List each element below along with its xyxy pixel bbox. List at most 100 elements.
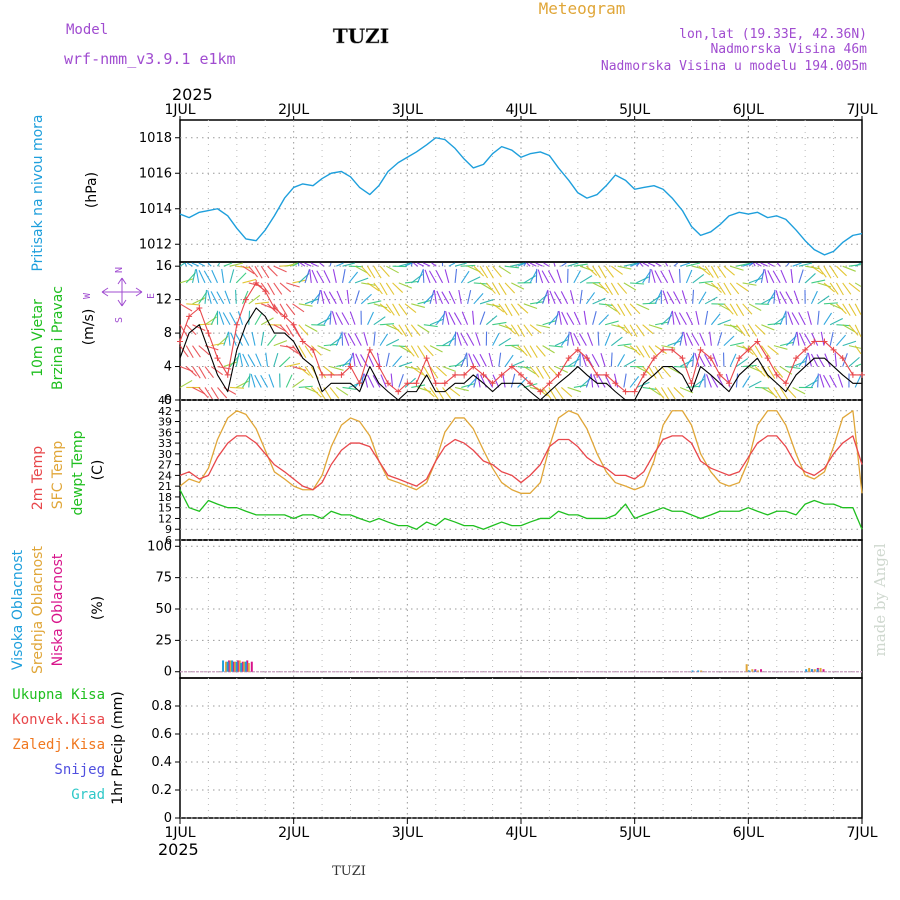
wind-arrow (210, 291, 218, 305)
wind-gust-marker (385, 380, 392, 387)
wind-arrow (472, 310, 475, 325)
wind-arrow (805, 265, 820, 270)
wind-arrow (723, 282, 732, 296)
wind-arrow (310, 387, 322, 398)
wind-arrow (623, 359, 637, 368)
wind-arrow (367, 353, 375, 367)
wind-arrow (648, 268, 651, 283)
wind-arrow (461, 264, 476, 267)
cloud-bar (810, 669, 813, 672)
wind-arrow (573, 311, 581, 325)
wind-gust-marker (186, 313, 193, 320)
wind-arrow (379, 282, 388, 296)
wind-gust-marker (356, 380, 363, 387)
temp-2m-line (179, 435, 863, 491)
wind-arrow (610, 282, 620, 296)
wind-arrow (367, 265, 376, 279)
wind-arrow (848, 282, 861, 293)
wind-arrow (336, 262, 344, 267)
wind-arrow (323, 366, 335, 376)
wind-arrow (204, 387, 213, 400)
wind-arrow (779, 311, 787, 325)
wind-arrow (817, 295, 830, 305)
wind-arrow (179, 262, 186, 267)
wind-arrow (429, 318, 444, 326)
wind-arrow (592, 311, 597, 325)
wind-arrow (773, 387, 782, 400)
wind-arrow (587, 332, 594, 346)
wind-arrow (248, 265, 259, 278)
wind-arrow (667, 387, 676, 400)
wind-arrow (729, 353, 737, 367)
wind-arrow (660, 270, 669, 284)
wind-arrow (773, 366, 784, 378)
wind-arrow (617, 282, 628, 294)
cloud-bar (225, 661, 228, 672)
wind-arrow (695, 310, 700, 325)
wind-arrow (548, 345, 563, 348)
wind-gust-marker (839, 355, 846, 362)
wind-arrow (529, 366, 540, 378)
cloud-bar (250, 661, 253, 672)
wind-arrow (510, 303, 520, 316)
wind-arrow (461, 383, 475, 388)
watermark: made by Angel (871, 543, 889, 656)
wind-arrow (604, 282, 613, 296)
wind-arrow (247, 354, 256, 367)
wind-gust-marker (546, 380, 553, 387)
wind-arrow (242, 375, 251, 388)
wind-arrow (218, 311, 225, 325)
cloud-bar (757, 670, 760, 672)
wind-arrow (248, 373, 251, 388)
wind-arrow (235, 289, 237, 304)
wind-arrow (736, 357, 749, 367)
wind-arrow (642, 366, 653, 378)
cloud-bar (241, 661, 244, 672)
wind-arrow (386, 338, 400, 347)
wind-arrow (235, 333, 243, 346)
wind-arrow (367, 311, 374, 325)
wind-arrow (488, 352, 494, 367)
wind-arrow (629, 262, 640, 267)
wind-arrow (824, 353, 831, 367)
wind-gust-marker (253, 279, 260, 286)
wind-gust-marker (811, 338, 818, 345)
wind-arrow (210, 311, 218, 325)
panel-frame-0 (179, 119, 863, 263)
wind-gust-marker (177, 338, 183, 345)
compass-south: S (114, 317, 125, 323)
wind-arrow (229, 386, 245, 389)
sfc-temp-line (179, 410, 863, 494)
wind-arrow (623, 324, 633, 337)
wind-arrow (336, 362, 351, 368)
ytick-label: 39 (158, 416, 172, 429)
wind-arrow (556, 269, 562, 284)
wind-arrow (286, 362, 301, 368)
wind-gust-marker (518, 371, 524, 378)
wind-gust-marker (489, 380, 496, 387)
wind-arrow (230, 332, 237, 346)
wind-arrow (704, 310, 709, 325)
wind-arrow (479, 282, 493, 291)
wind-arrow (372, 375, 381, 388)
wind-arrow (279, 324, 290, 336)
plot-series (177, 137, 865, 673)
wind-arrow (398, 262, 412, 267)
wind-arrow (458, 289, 462, 304)
wind-arrow (179, 379, 193, 388)
wind-arrow (648, 324, 663, 330)
wind-arrow (185, 324, 197, 336)
day-label-top: 7JUL (846, 102, 877, 118)
wind-arrow (729, 303, 738, 317)
wind-arrow (635, 324, 645, 337)
wind-arrow (681, 290, 687, 304)
wind-arrow (573, 270, 581, 284)
wind-arrow (542, 320, 557, 326)
wind-arrow (526, 262, 531, 267)
wind-arrow (610, 303, 621, 315)
wind-arrow (798, 269, 804, 284)
ytick-label: 36 (158, 426, 172, 439)
wind-arrow (654, 387, 665, 399)
wind-arrow (698, 291, 707, 305)
wind-arrow (779, 291, 787, 305)
